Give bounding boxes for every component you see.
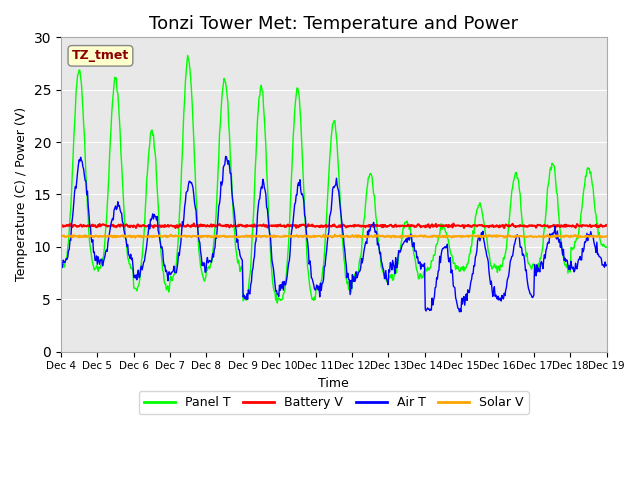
Battery V [179,223,186,229]
Air T [123,243,131,249]
Legend: Panel T, Battery V, Air T, Solar V: Panel T, Battery V, Air T, Solar V [139,391,529,414]
Air T [456,309,463,315]
Line: Air T: Air T [61,156,607,312]
Battery V [67,221,75,227]
Panel T [402,220,410,226]
Solar V [57,234,65,240]
X-axis label: Time: Time [319,377,349,390]
Panel T [418,276,426,281]
Solar V [123,234,131,240]
Solar V [208,233,216,239]
Battery V [123,222,131,228]
Air T [603,263,611,268]
Line: Battery V: Battery V [61,224,607,228]
Line: Panel T: Panel T [61,55,607,303]
Air T [57,258,65,264]
Battery V [190,221,198,227]
Panel T [57,264,65,270]
Battery V [417,224,424,230]
Text: TZ_tmet: TZ_tmet [72,49,129,62]
Solar V [67,233,75,239]
Air T [401,238,408,244]
Battery V [603,223,611,228]
Line: Solar V: Solar V [61,235,607,238]
Panel T [208,259,216,264]
Panel T [179,149,186,155]
Solar V [603,234,611,240]
Battery V [500,225,508,231]
Air T [417,266,424,272]
Panel T [273,300,281,306]
Title: Tonzi Tower Met: Temperature and Power: Tonzi Tower Met: Temperature and Power [149,15,518,33]
Panel T [184,52,191,58]
Battery V [208,224,216,229]
Solar V [358,235,365,240]
Air T [222,154,230,159]
Air T [207,259,215,265]
Battery V [57,223,65,228]
Solar V [179,233,187,239]
Solar V [167,232,175,238]
Panel T [67,205,75,211]
Solar V [402,233,410,239]
Panel T [603,244,611,250]
Y-axis label: Temperature (C) / Power (V): Temperature (C) / Power (V) [15,108,28,281]
Panel T [123,247,131,253]
Air T [179,219,186,225]
Solar V [418,233,426,239]
Battery V [401,223,408,229]
Air T [67,238,75,243]
